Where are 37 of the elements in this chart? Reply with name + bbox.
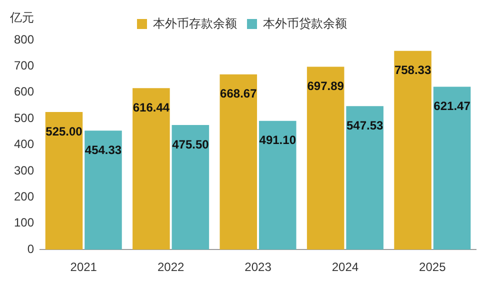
bar: [433, 86, 471, 250]
bar: [394, 50, 432, 250]
data-label: 621.47: [434, 99, 471, 114]
y-tick-label: 100: [14, 216, 34, 230]
bar: [172, 125, 210, 250]
y-tick-label: 300: [14, 163, 34, 178]
data-label: 616.44: [132, 100, 170, 114]
data-label: 758.33: [394, 63, 432, 78]
data-label: 547.53: [346, 118, 384, 132]
y-tick-label: 600: [14, 84, 34, 99]
y-tick-label: 400: [14, 137, 34, 152]
bar: [258, 120, 296, 250]
bar: [220, 74, 258, 250]
data-label: 525.00: [46, 124, 83, 138]
data-label: 491.10: [259, 133, 296, 148]
data-label: 697.89: [307, 79, 344, 94]
y-tick-label: 700: [14, 58, 34, 73]
x-tick-label: 2021: [70, 260, 98, 274]
y-axis-title: 亿元: [9, 10, 34, 24]
bar: [346, 106, 384, 250]
x-tick-label: 2025: [419, 260, 446, 274]
x-tick-label: 2022: [157, 260, 184, 274]
x-tick-label: 2023: [244, 260, 272, 274]
y-tick-label: 0: [27, 242, 34, 256]
bar: [45, 112, 83, 250]
y-tick-label: 500: [14, 110, 34, 125]
bar: [306, 66, 344, 250]
y-tick-label: 800: [14, 32, 34, 46]
data-label: 475.50: [172, 137, 210, 152]
bar: [84, 130, 122, 250]
legend-label: 本外币存款余额: [153, 16, 237, 30]
data-label: 668.67: [220, 86, 258, 101]
y-tick-label: 200: [14, 190, 34, 204]
legend-label: 本外币贷款余额: [263, 16, 347, 30]
data-label: 454.33: [84, 142, 122, 157]
x-tick-label: 2024: [332, 260, 359, 274]
bar: [132, 88, 170, 250]
